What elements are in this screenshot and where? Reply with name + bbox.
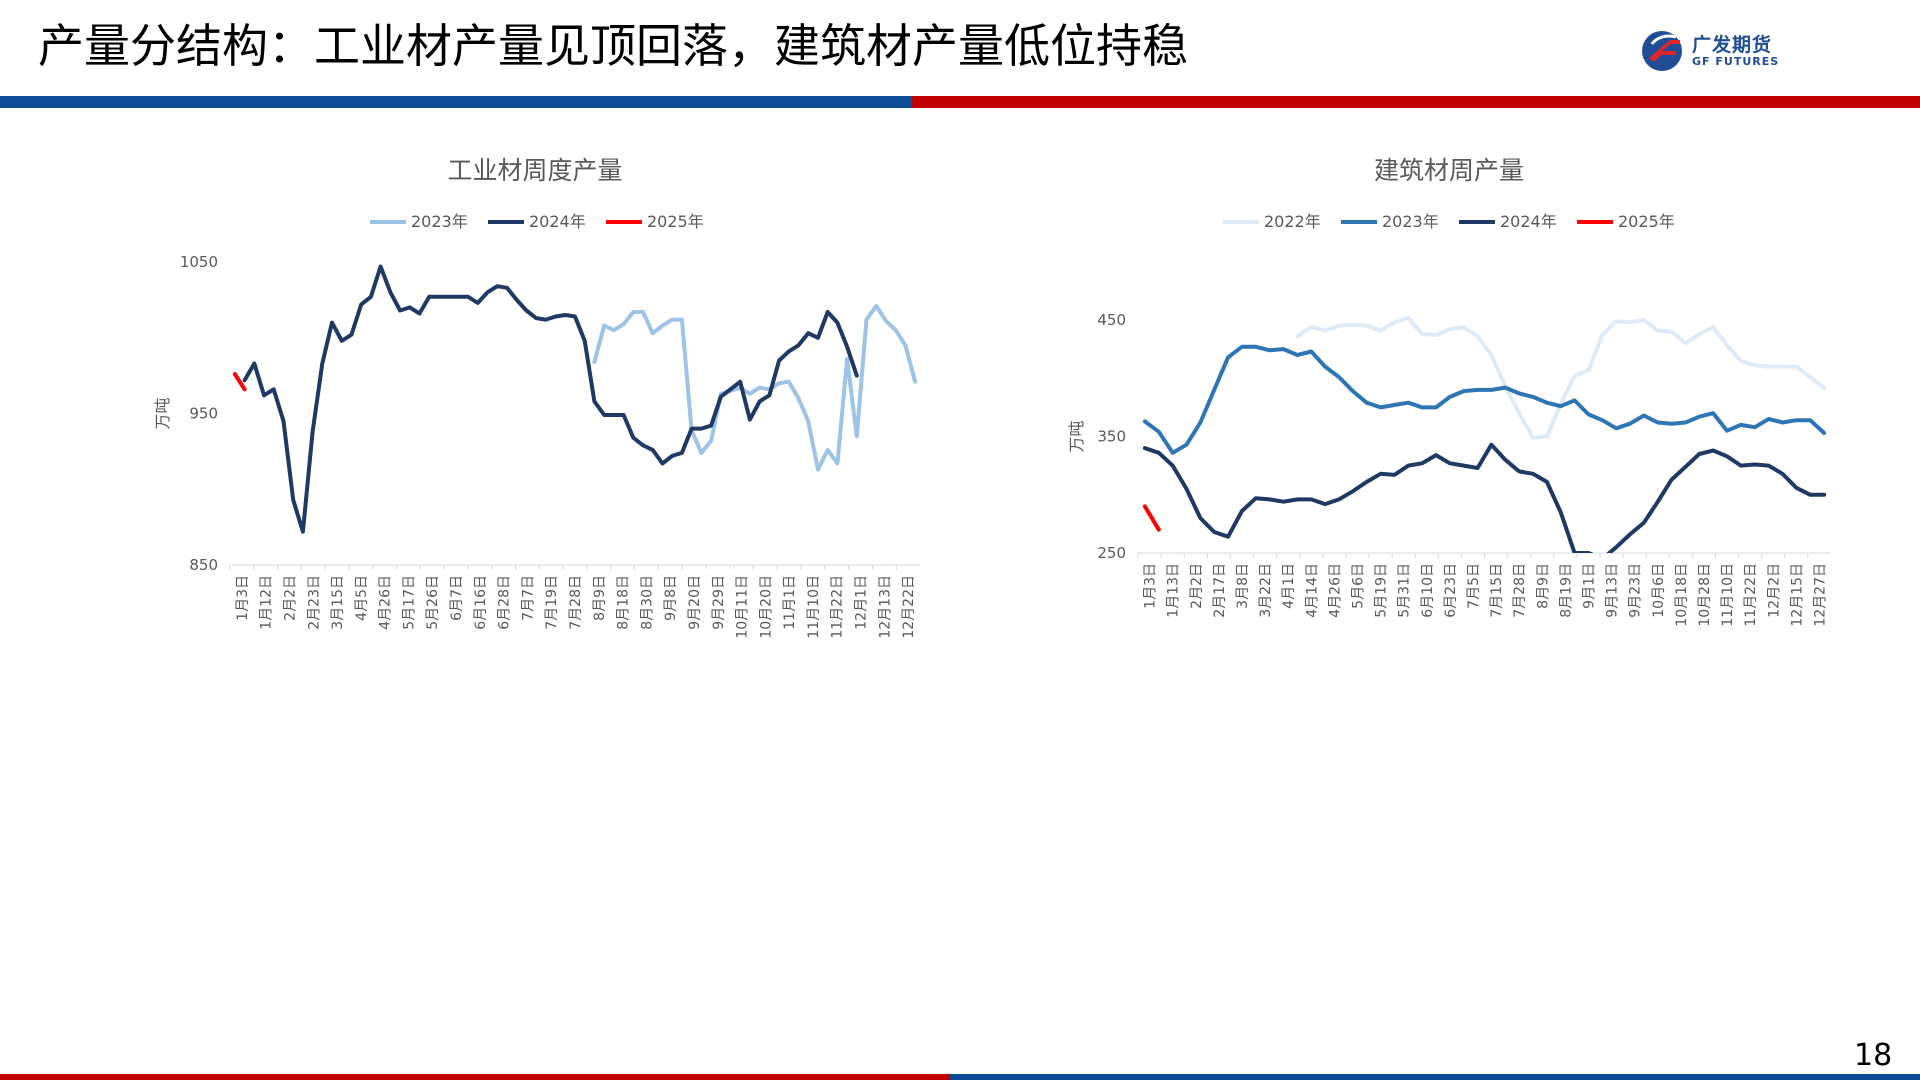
x-tick-label: 5月26日 <box>425 575 441 630</box>
x-tick-label: 11月10日 <box>806 575 822 639</box>
gf-logo: 广发期货 GF FUTURES <box>1640 28 1790 74</box>
series-line-2025年 <box>1142 504 1161 532</box>
x-tick-label: 8月18日 <box>616 575 632 630</box>
x-tick-label: 2月23日 <box>306 575 322 630</box>
x-tick-label: 3月8日 <box>1235 563 1251 609</box>
x-tick-label: 7月7日 <box>520 575 536 621</box>
construction-output-chart-panel: 建筑材周产量 2022年 2023年 2024年 2025年万吨 250 350 450 1月3… <box>1040 140 1860 660</box>
header-band-blue <box>0 96 912 108</box>
x-tick-label: 1月3日 <box>1143 563 1159 609</box>
y-tick-label: 950 <box>189 405 218 423</box>
footer-band-red <box>0 1074 950 1080</box>
x-tick-label: 3月15日 <box>330 575 346 630</box>
footer-band-blue <box>950 1074 1920 1080</box>
x-tick-label: 6月23日 <box>1443 563 1459 618</box>
x-tick-label: 8月30日 <box>639 575 655 630</box>
x-tick-label: 1月12日 <box>259 575 275 630</box>
x-tick-label: 10月18日 <box>1674 563 1690 627</box>
series-line-2025年 <box>232 372 247 392</box>
x-tick-label: 7月28日 <box>1512 563 1528 618</box>
x-tick-label: 6月10日 <box>1420 563 1436 618</box>
x-tick-label: 11月1日 <box>782 575 798 630</box>
x-tick-label: 4月14日 <box>1304 563 1320 618</box>
x-tick-label: 12月22日 <box>901 575 917 639</box>
x-tick-label: 1月3日 <box>235 575 251 621</box>
x-tick-label: 6月16日 <box>473 575 489 630</box>
x-tick-label: 5月19日 <box>1374 563 1390 618</box>
legend-label: 2025年 <box>647 212 704 231</box>
x-tick-label: 9月23日 <box>1628 563 1644 618</box>
legend-label: 2024年 <box>529 212 586 231</box>
x-tick-label: 7月5日 <box>1466 563 1482 609</box>
legend-label: 2023年 <box>1382 212 1439 231</box>
series-line-2024年 <box>1142 442 1827 553</box>
x-tick-label: 8月9日 <box>1535 563 1551 609</box>
x-tick-label: 9月29日 <box>711 575 727 630</box>
x-tick-label: 2月2日 <box>1189 563 1205 609</box>
industrial-output-chart-panel: 工业材周度产量 2023年 2024年 2025年万吨 850 950 1050 1月3日 1月… <box>130 140 930 660</box>
x-tick-label: 5月31日 <box>1397 563 1413 618</box>
x-tick-label: 9月8日 <box>663 575 679 621</box>
chart-title: 工业材周度产量 <box>447 156 622 185</box>
chart-title: 建筑材周产量 <box>1374 156 1524 185</box>
logo-name-cn: 广发期货 <box>1692 34 1773 56</box>
x-tick-label: 4月26日 <box>1327 563 1343 618</box>
x-tick-label: 4月5日 <box>354 575 370 621</box>
series-line-2022年 <box>1295 316 1827 440</box>
x-tick-label: 2月17日 <box>1212 563 1228 618</box>
x-tick-label: 7月28日 <box>568 575 584 630</box>
x-tick-label: 10月20日 <box>758 575 774 639</box>
legend-label: 2022年 <box>1264 212 1321 231</box>
x-tick-label: 11月22日 <box>830 575 846 639</box>
plot-area <box>232 264 918 534</box>
y-tick-label: 250 <box>1097 544 1126 562</box>
x-tick-label: 11月22日 <box>1743 563 1759 627</box>
y-tick-label: 1050 <box>180 253 218 271</box>
x-tick-label: 4月26日 <box>378 575 394 630</box>
x-tick-label: 6月28日 <box>497 575 513 630</box>
page-number: 18 <box>1854 1038 1893 1073</box>
header-band-red <box>912 96 1920 108</box>
y-tick-label: 850 <box>189 556 218 574</box>
page-title: 产量分结构：工业材产量见顶回落，建筑材产量低位持稳 <box>38 19 1188 73</box>
x-tick-label: 12月1日 <box>854 575 870 630</box>
y-axis-label: 万吨 <box>153 397 172 429</box>
x-tick-label: 11月10日 <box>1720 563 1736 627</box>
series-line-2023年 <box>592 303 918 472</box>
x-tick-label: 8月19日 <box>1558 563 1574 618</box>
x-tick-label: 4月1日 <box>1281 563 1297 609</box>
x-tick-label: 3月22日 <box>1258 563 1274 618</box>
y-tick-label: 350 <box>1097 428 1126 446</box>
legend-label: 2023年 <box>411 212 468 231</box>
x-tick-label: 1月13日 <box>1166 563 1182 618</box>
x-tick-label: 7月19日 <box>544 575 560 630</box>
legend-label: 2024年 <box>1500 212 1557 231</box>
x-tick-label: 12月15日 <box>1789 563 1805 627</box>
x-tick-label: 9月13日 <box>1605 563 1621 618</box>
y-axis-label: 万吨 <box>1067 420 1086 452</box>
plot-area <box>1142 316 1827 553</box>
x-tick-label: 12月2日 <box>1766 563 1782 618</box>
x-tick-label: 12月13日 <box>877 575 893 639</box>
x-tick-label: 10月11日 <box>735 575 751 639</box>
legend-label: 2025年 <box>1618 212 1675 231</box>
x-tick-label: 2月2日 <box>282 575 298 621</box>
gf-logo-icon <box>1642 31 1682 71</box>
series-line-2023年 <box>1142 344 1827 455</box>
logo-name-en: GF FUTURES <box>1692 55 1780 68</box>
y-tick-label: 450 <box>1097 311 1126 329</box>
x-tick-label: 9月20日 <box>687 575 703 630</box>
x-tick-label: 10月28日 <box>1697 563 1713 627</box>
x-tick-label: 12月27日 <box>1812 563 1828 627</box>
x-tick-label: 10月6日 <box>1651 563 1667 618</box>
series-line-2024年 <box>242 264 859 534</box>
x-tick-label: 6月7日 <box>449 575 465 621</box>
x-tick-label: 9月1日 <box>1581 563 1597 609</box>
x-tick-label: 8月9日 <box>592 575 608 621</box>
x-tick-label: 5月17日 <box>401 575 417 630</box>
x-tick-label: 5月6日 <box>1350 563 1366 609</box>
x-tick-label: 7月15日 <box>1489 563 1505 618</box>
